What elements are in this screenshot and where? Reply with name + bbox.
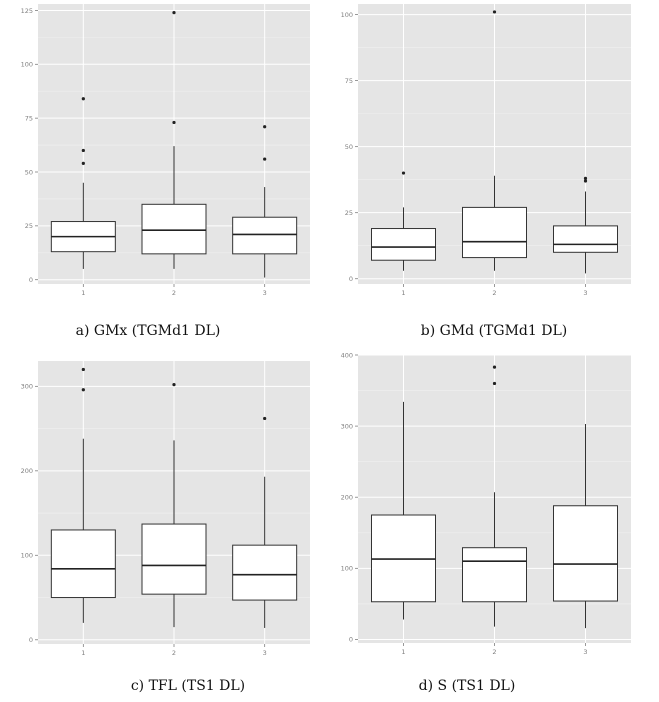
outlier-point <box>172 11 176 15</box>
outlier-point <box>263 157 267 161</box>
y-tick-label: 50 <box>345 143 353 151</box>
outlier-point <box>81 367 85 372</box>
y-tick-label: 100 <box>341 565 353 573</box>
box-group-2 <box>462 365 527 627</box>
box <box>553 505 618 602</box>
outlier-point <box>583 179 588 183</box>
box-group-1 <box>371 401 436 620</box>
outlier-point <box>492 381 497 386</box>
x-tick-label: 1 <box>401 289 405 297</box>
outlier-point <box>81 161 85 165</box>
box-group-3 <box>553 176 618 274</box>
box <box>371 228 436 261</box>
y-tick-label: 0 <box>349 275 353 283</box>
outlier-point <box>263 125 267 129</box>
x-tick-label: 1 <box>401 648 405 656</box>
box-group-2 <box>141 383 207 628</box>
y-tick-label: 100 <box>21 61 33 69</box>
outlier-point <box>81 97 85 101</box>
y-tick-label: 0 <box>29 276 33 284</box>
box-group-3 <box>232 125 298 278</box>
y-tick-label: 200 <box>341 494 353 502</box>
outlier-point <box>81 148 85 153</box>
y-tick-label: 75 <box>25 114 33 122</box>
x-tick-label: 2 <box>172 289 176 297</box>
outlier-point <box>583 176 588 180</box>
x-tick-label: 2 <box>172 649 176 657</box>
y-tick-label: 0 <box>29 636 33 644</box>
box <box>50 529 116 599</box>
outlier-point <box>81 388 85 392</box>
outlier-point <box>172 120 176 125</box>
x-tick-label: 1 <box>81 649 85 657</box>
y-tick-label: 125 <box>21 7 33 15</box>
x-tick-label: 3 <box>263 289 267 297</box>
x-tick-label: 1 <box>81 289 85 297</box>
x-tick-label: 2 <box>492 289 496 297</box>
box-group-1 <box>50 367 116 623</box>
caption-c: c) TFL (TS1 DL) <box>131 678 245 694</box>
box <box>232 544 298 601</box>
outlier-point <box>492 10 497 14</box>
caption-a: a) GMx (TGMd1 DL) <box>76 323 221 339</box>
outlier-point <box>492 365 497 369</box>
caption-d: d) S (TS1 DL) <box>419 678 516 694</box>
y-tick-label: 400 <box>341 351 353 359</box>
panel-1: 0 25 50 75 100 125 1 2 3 <box>21 4 310 297</box>
y-tick-label: 300 <box>341 422 353 430</box>
box-group-3 <box>232 416 298 628</box>
box <box>553 225 618 253</box>
panel-3: 0 100 200 300 1 2 3 <box>21 361 310 657</box>
x-tick-label: 3 <box>263 649 267 657</box>
y-tick-label: 300 <box>21 383 33 391</box>
outlier-point <box>172 383 176 387</box>
y-tick-label: 100 <box>21 552 33 560</box>
box <box>462 547 527 603</box>
box <box>232 216 298 255</box>
caption-b: b) GMd (TGMd1 DL) <box>421 323 567 339</box>
y-tick-label: 25 <box>25 222 33 230</box>
y-tick-label: 0 <box>349 636 353 644</box>
box <box>141 203 207 255</box>
panel-2: 0 25 50 75 100 1 2 3 <box>341 4 631 297</box>
box-group-2 <box>141 11 207 269</box>
box <box>141 523 207 595</box>
y-tick-label: 25 <box>345 209 353 217</box>
y-tick-label: 100 <box>341 11 353 19</box>
outlier-point <box>263 416 267 421</box>
panel-4: 0 100 200 300 400 1 2 3 <box>341 351 631 656</box>
box-group-3 <box>553 423 618 629</box>
box-group-1 <box>371 171 436 271</box>
y-tick-label: 75 <box>345 77 353 85</box>
box-group-2 <box>462 10 527 271</box>
y-tick-label: 50 <box>25 168 33 176</box>
box-group-1 <box>50 97 116 269</box>
x-tick-label: 2 <box>492 648 496 656</box>
outlier-point <box>401 171 406 175</box>
y-tick-label: 200 <box>21 467 33 475</box>
box <box>462 206 527 259</box>
x-tick-label: 3 <box>583 289 587 297</box>
x-tick-label: 3 <box>583 648 587 656</box>
